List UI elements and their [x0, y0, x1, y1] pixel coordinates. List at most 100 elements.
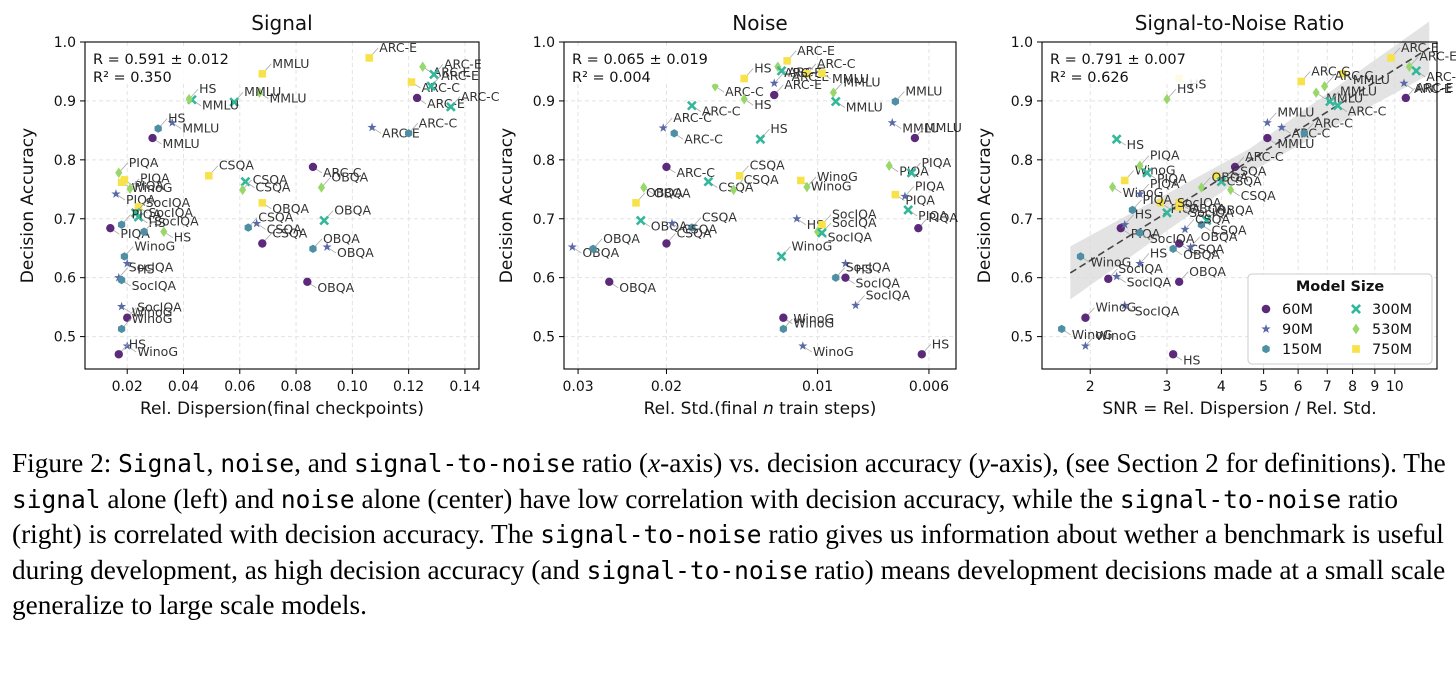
data-point — [818, 69, 826, 78]
caption-text: ratio (right) is correlated with decisio… — [12, 483, 1399, 550]
data-point — [779, 324, 787, 334]
point-leader — [904, 186, 915, 197]
x-axis-label-text: Rel. Dispersion(final checkpoints) — [140, 399, 424, 419]
point-label: CSQA — [676, 226, 712, 241]
x-tick-label: 9 — [1370, 379, 1379, 395]
point-label: WinoG — [811, 178, 852, 193]
y-tick-label: 0.5 — [54, 330, 76, 346]
point-label: PIQA — [1150, 176, 1180, 191]
x-tick-label: 10 — [1386, 379, 1404, 395]
point-label: ARC-E — [379, 40, 417, 55]
x-axis-label: Rel. Dispersion(final checkpoints) — [140, 399, 424, 419]
legend-label: 150M — [1282, 342, 1322, 358]
y-tick-label: 0.9 — [533, 94, 555, 110]
y-tick-label: 0.8 — [54, 153, 76, 169]
point-label: SocIQA — [1127, 274, 1172, 289]
legend-marker — [1352, 323, 1360, 335]
point-label: HS — [174, 230, 191, 245]
data-point — [1227, 184, 1235, 196]
point-label: SocIQA — [828, 230, 873, 245]
data-point — [1332, 100, 1343, 111]
point-label: CSQA — [258, 210, 294, 225]
data-point — [914, 223, 923, 233]
data-point — [229, 97, 240, 108]
point-label: PIQA — [1142, 192, 1172, 207]
point-label: WinoG — [1072, 327, 1113, 342]
point-label: OBQA — [651, 219, 688, 234]
data-point — [658, 123, 668, 132]
data-point — [1163, 93, 1171, 105]
point-label: ARC-C — [419, 115, 458, 130]
point-label: MMLU — [272, 56, 309, 71]
caption-text: -axis) vs. decision accuracy ( — [660, 448, 978, 478]
y-tick-label: 0.6 — [533, 271, 555, 287]
point-leader — [773, 72, 784, 84]
data-point — [776, 251, 787, 262]
y-tick-label: 0.6 — [54, 271, 76, 287]
point-label: PIQA — [134, 178, 164, 193]
point-label: ARC-C — [684, 131, 723, 146]
data-point — [239, 184, 247, 196]
point-leader — [855, 295, 865, 306]
point-label: OBQA — [1189, 264, 1226, 279]
x-tick-label: 7 — [1323, 379, 1332, 395]
data-point — [445, 101, 456, 112]
data-point — [1108, 181, 1117, 193]
chart-panel-1: ARC-EARC-EARC-EARC-CARC-EARC-EARC-CARC-E… — [18, 11, 500, 419]
point-label: ARC-C — [1292, 125, 1331, 140]
point-label: WinoG — [1123, 185, 1164, 200]
data-point — [740, 74, 749, 83]
point-label: PIQA — [132, 207, 162, 222]
data-point — [1174, 239, 1184, 248]
point-label: CSQA — [1227, 174, 1263, 189]
point-label: PIQA — [129, 155, 159, 170]
data-point — [792, 213, 802, 223]
point-label: OBQA — [323, 231, 360, 246]
point-label: SocIQA — [1177, 195, 1222, 210]
data-point — [885, 160, 893, 171]
data-point — [1120, 176, 1129, 185]
data-point — [1104, 274, 1113, 284]
data-point — [322, 242, 332, 251]
legend-box — [1247, 273, 1433, 365]
y-tick-label: 0.9 — [1011, 94, 1033, 110]
point-leader — [662, 117, 673, 129]
data-point — [244, 223, 252, 232]
data-point — [252, 218, 262, 228]
stat-r: R = 0.591 ± 0.012 — [93, 52, 229, 68]
data-point — [1197, 220, 1206, 229]
data-point — [776, 65, 787, 76]
point-label: ARC-E — [433, 65, 471, 80]
point-label: ARC-E — [1416, 80, 1454, 95]
point-label: PIQA — [140, 171, 170, 186]
x-axis-label-var: n — [763, 399, 774, 419]
data-point — [1175, 199, 1183, 207]
data-point — [1120, 219, 1130, 229]
data-point — [803, 181, 811, 193]
point-label: ARC-E — [444, 56, 482, 71]
data-point — [779, 313, 788, 322]
data-point — [1136, 160, 1144, 171]
point-label: MMLU — [1277, 136, 1314, 151]
data-point — [258, 239, 267, 248]
point-label: WinoG — [817, 169, 858, 184]
legend-label: 530M — [1372, 322, 1412, 338]
caption-term-noise: noise — [220, 449, 295, 478]
point-leader — [1267, 112, 1277, 123]
data-point — [122, 341, 132, 350]
stat-r2: R² = 0.004 — [572, 70, 651, 86]
point-label: MMLU — [905, 84, 942, 99]
data-point — [891, 97, 899, 106]
point-label: ARC-C — [676, 165, 715, 180]
point-label: MMLU — [832, 71, 869, 86]
stat-r: R = 0.791 ± 0.007 — [1050, 52, 1186, 68]
point-label: PIQA — [905, 193, 935, 208]
point-label: ARC-E — [797, 43, 835, 58]
point-label: ARC-C — [1245, 149, 1284, 164]
data-point — [903, 205, 914, 215]
point-label: ARC-C — [673, 110, 712, 125]
stats-box: R = 0.791 ± 0.007 R² = 0.626 — [1046, 46, 1198, 86]
data-point — [1112, 271, 1122, 281]
point-label: SocIQA — [129, 260, 174, 275]
caption-term-signal: Signal — [118, 449, 207, 478]
